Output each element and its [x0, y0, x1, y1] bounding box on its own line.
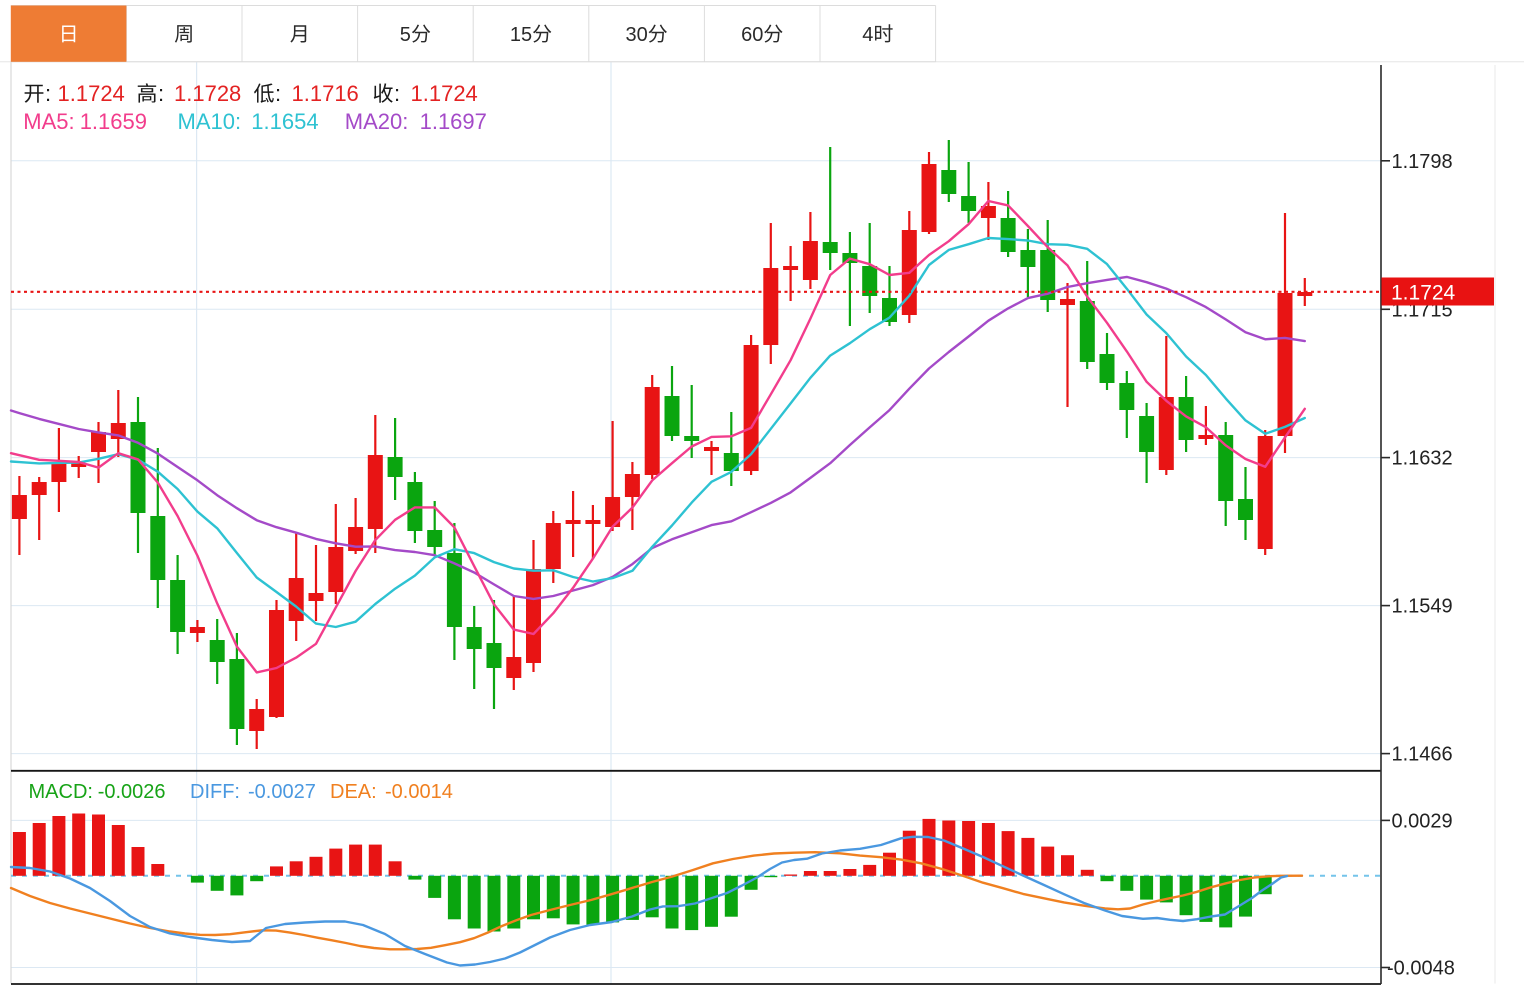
svg-text:0.0029: 0.0029 [1392, 810, 1453, 832]
svg-text:1.1724: 1.1724 [1391, 282, 1456, 305]
svg-text:MA10:: MA10: [178, 109, 242, 134]
svg-text::: : [394, 81, 400, 106]
svg-text:1.1466: 1.1466 [1392, 744, 1453, 766]
svg-text:1.1549: 1.1549 [1392, 596, 1453, 618]
svg-text::: : [275, 81, 281, 106]
svg-text:1.1724: 1.1724 [58, 81, 125, 106]
svg-text:1.1697: 1.1697 [420, 109, 487, 134]
svg-text:-0.0048: -0.0048 [1387, 958, 1455, 980]
svg-text:-0.0027: -0.0027 [248, 781, 316, 803]
svg-text:MACD:: MACD: [29, 781, 93, 803]
svg-text:1.1632: 1.1632 [1392, 448, 1453, 470]
svg-text:-0.0014: -0.0014 [385, 781, 453, 803]
svg-text:5: 5 [400, 24, 411, 46]
svg-text:60: 60 [741, 24, 763, 46]
svg-text::: : [158, 81, 164, 106]
svg-text:-0.0026: -0.0026 [98, 781, 166, 803]
svg-text:4: 4 [862, 24, 873, 46]
svg-text:1.1728: 1.1728 [174, 81, 241, 106]
svg-text:1.1716: 1.1716 [292, 81, 359, 106]
svg-text:30: 30 [626, 24, 648, 46]
svg-text:1.1724: 1.1724 [411, 81, 478, 106]
svg-text:DIFF:: DIFF: [190, 781, 240, 803]
svg-text::: : [45, 81, 51, 106]
svg-text:15: 15 [510, 24, 532, 46]
svg-text:1.1654: 1.1654 [251, 109, 318, 134]
svg-text:MA5:: MA5: [23, 109, 74, 134]
svg-text:1.1659: 1.1659 [80, 109, 147, 134]
svg-text:MA20:: MA20: [345, 109, 409, 134]
svg-text:1.1798: 1.1798 [1392, 151, 1453, 173]
svg-text:DEA:: DEA: [330, 781, 377, 803]
